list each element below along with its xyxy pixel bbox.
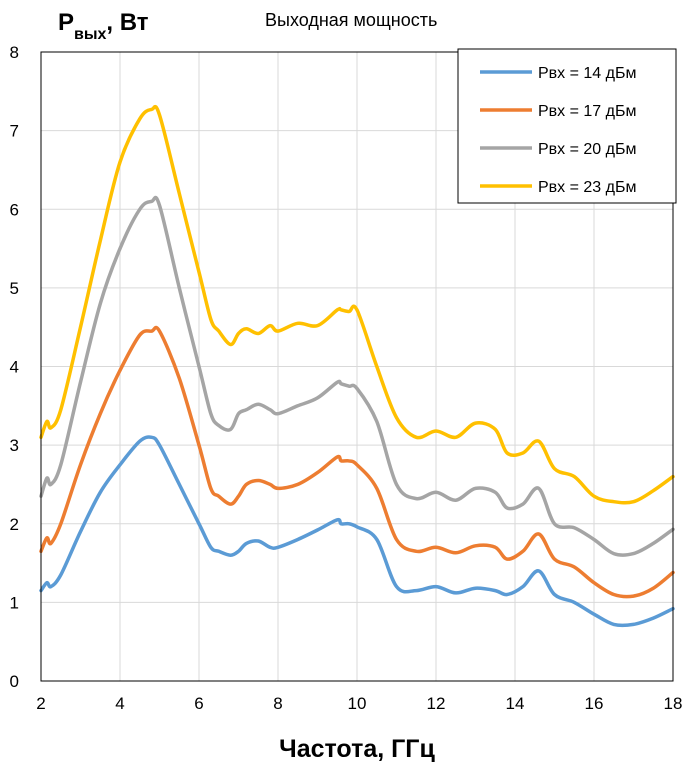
- x-tick-label: 6: [194, 694, 203, 713]
- series-line-2: [39, 325, 675, 599]
- y-axis-ticks: 0 1 2 3 4 5 6 7 8: [10, 43, 19, 691]
- plot-area-frame: [40, 51, 674, 682]
- legend-box: [457, 48, 677, 204]
- y-tick-label: 4: [10, 358, 19, 377]
- series-lines: [39, 104, 675, 628]
- y-tick-label: 0: [10, 672, 19, 691]
- x-tick-label: 14: [506, 694, 525, 713]
- y-tick-label: 6: [10, 200, 19, 219]
- y-tick-label: 3: [10, 436, 19, 455]
- y-tick-label: 8: [10, 43, 19, 62]
- x-tick-label: 2: [36, 694, 45, 713]
- chart-title: Выходная мощность: [265, 10, 437, 30]
- series-line-3: [39, 195, 675, 557]
- y-tick-label: 1: [10, 593, 19, 612]
- legend-label-3: Рвх = 20 дБм: [538, 141, 636, 158]
- x-tick-label: 4: [115, 694, 124, 713]
- x-axis-label: Частота, ГГц: [279, 735, 435, 763]
- x-tick-label: 10: [348, 694, 367, 713]
- y-axis-label: Pвых, Вт: [58, 9, 149, 43]
- x-tick-label: 18: [664, 694, 683, 713]
- y-axis-label-subscript: вых: [74, 26, 107, 43]
- y-tick-label: 7: [10, 122, 19, 141]
- x-tick-label: 8: [273, 694, 282, 713]
- legend-label-4: Рвх = 23 дБм: [538, 179, 636, 196]
- y-axis-label-main: P: [58, 9, 74, 36]
- y-axis-label-unit: , Вт: [106, 9, 148, 36]
- series-line-1: [39, 435, 675, 628]
- x-axis-ticks: 2 4 6 8 10 12 14 16 18: [36, 694, 682, 713]
- x-tick-label: 16: [585, 694, 604, 713]
- legend: Рвх = 14 дБм Рвх = 17 дБм Рвх = 20 дБм Рвх …: [457, 48, 677, 204]
- y-tick-label: 2: [10, 515, 19, 534]
- y-tick-label: 5: [10, 279, 19, 298]
- x-tick-label: 12: [427, 694, 446, 713]
- legend-label-1: Рвх = 14 дБм: [538, 65, 636, 82]
- legend-label-2: Рвх = 17 дБм: [538, 103, 636, 120]
- series-line-4: [39, 104, 675, 505]
